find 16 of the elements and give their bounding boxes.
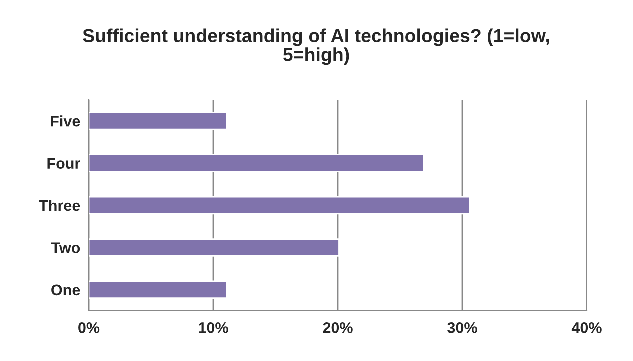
y-tick-label: Three [39, 200, 80, 212]
x-tick-label: 20% [323, 322, 353, 334]
x-tick-label: 10% [199, 322, 228, 334]
y-tick-label: Two [51, 242, 80, 254]
bar [89, 112, 228, 130]
x-tick-label: 40% [572, 322, 602, 334]
y-tick-label: Four [48, 158, 80, 169]
y-tick-label: Five [51, 116, 80, 127]
chart-title: Sufficient understanding of AI technologies? (1=low, 5=high) [83, 28, 550, 66]
y-tick-label: One [52, 284, 80, 296]
bar [89, 154, 425, 172]
x-tick-label: 0% [78, 322, 100, 334]
bar [89, 238, 340, 257]
bar [89, 196, 471, 215]
bar [89, 280, 228, 300]
x-tick-label: 30% [448, 322, 478, 334]
